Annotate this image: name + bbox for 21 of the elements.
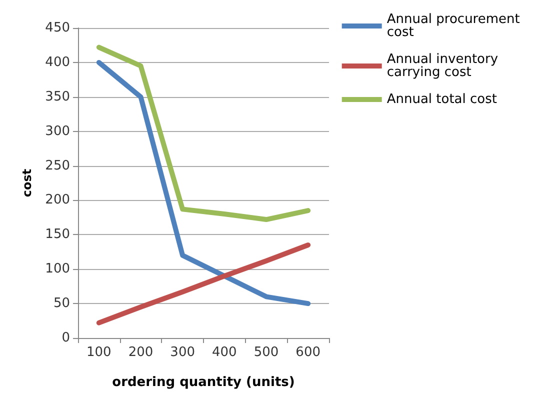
y-tick-label: 100 [45, 262, 70, 277]
y-tick-label: 300 [45, 124, 70, 139]
y-tick-label: 50 [53, 296, 70, 312]
y-tick-label: 150 [45, 227, 70, 242]
legend-label: Annual inventory carrying cost [386, 52, 502, 80]
legend-label: Annual procurement cost [386, 12, 524, 40]
x-axis-title: ordering quantity (units) [112, 375, 295, 390]
y-tick-label: 0 [62, 330, 70, 346]
y-tick-label: 350 [45, 89, 70, 104]
x-tick-label: 100 [86, 345, 112, 360]
x-tick-label: 200 [128, 345, 154, 360]
legend-label: Annual total cost [386, 92, 497, 107]
x-tick-label: 500 [254, 345, 279, 360]
y-tick-label: 250 [45, 158, 70, 174]
y-tick-label: 200 [45, 192, 70, 208]
x-tick-label: 300 [170, 345, 195, 360]
y-tick-label: 400 [45, 54, 70, 70]
y-axis-title: cost [20, 168, 34, 198]
x-tick-label: 600 [296, 345, 320, 360]
y-tick-label: 450 [45, 20, 70, 36]
x-tick-label: 400 [212, 345, 237, 360]
